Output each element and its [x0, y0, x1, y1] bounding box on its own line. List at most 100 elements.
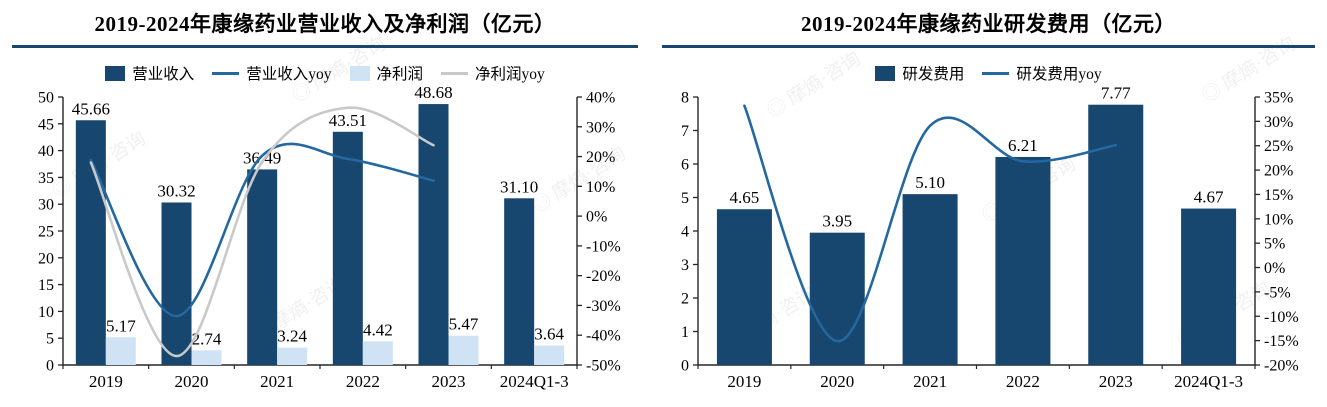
- rnd-expense-value-label: 5.10: [915, 173, 945, 192]
- chart-panel-rnd-expense: 2019-2024年康缘药业研发费用（亿元） 研发费用 研发费用yoy 0 1 2 3 4…: [650, 6, 1327, 400]
- net-profit-value-label: 4.42: [363, 320, 393, 339]
- net-profit-yoy-legend-label: 净利润yoy: [475, 66, 545, 83]
- title-underline: [12, 45, 638, 48]
- category-label: 2022: [1006, 372, 1040, 391]
- category-label: 2019: [89, 372, 123, 391]
- right-axis-tick-label: 0%: [1264, 260, 1285, 277]
- left-axis-tick-label: 20: [38, 250, 54, 267]
- revenue-bar: [161, 202, 192, 365]
- revenue-yoy-legend-chip: [212, 71, 240, 75]
- left-axis-tick-label: 50: [38, 90, 54, 107]
- revenue-value-label: 30.32: [157, 181, 195, 200]
- right-axis-tick-label: -20%: [1264, 358, 1299, 375]
- legend-item-rnd-expense: 研发费用: [875, 62, 964, 84]
- category-label: 2021: [260, 372, 294, 391]
- revenue-value-label: 36.49: [243, 148, 281, 167]
- right-axis-tick-label: 35%: [1264, 90, 1293, 107]
- left-axis-tick-label: 10: [38, 304, 54, 321]
- legend-item-net-profit: 净利润: [349, 62, 424, 84]
- rnd-expense-bar: [1181, 208, 1237, 365]
- right-axis-tick-label: -5%: [1264, 284, 1291, 301]
- right-axis-tick-label: 20%: [1264, 163, 1293, 180]
- category-label: 2020: [175, 372, 209, 391]
- right-axis-tick-label: -15%: [1264, 333, 1299, 350]
- category-label: 2019: [727, 372, 761, 391]
- net-profit-bar: [448, 335, 479, 365]
- right-axis-tick-label: 20%: [586, 149, 615, 166]
- category-label: 2022: [346, 372, 380, 391]
- net-profit-value-label: 2.74: [192, 329, 222, 348]
- net-profit-value-label: 5.17: [106, 316, 136, 335]
- revenue-yoy-line: [89, 142, 435, 318]
- rnd-expense-value-label: 4.65: [730, 188, 760, 207]
- right-axis-tick-label: 15%: [1264, 187, 1293, 204]
- net-profit-value-label: 3.24: [277, 327, 307, 346]
- category-label: 2023: [1099, 372, 1133, 391]
- right-axis-tick-label: 25%: [1264, 138, 1293, 155]
- legend-item-rnd-expense-yoy: 研发费用yoy: [982, 62, 1102, 84]
- legend-item-revenue: 营业收入: [105, 62, 194, 84]
- net-profit-value-label: 3.64: [534, 324, 564, 343]
- net-profit-bar: [105, 337, 136, 365]
- net-profit-yoy-line: [89, 106, 435, 358]
- category-label: 2021: [913, 372, 947, 391]
- net-profit-legend-chip: [349, 65, 370, 81]
- category-label: 2024Q1-3: [500, 372, 569, 391]
- revenue-bar: [247, 169, 278, 365]
- right-axis-tick-label: 10%: [1264, 211, 1293, 228]
- rnd-expense-bar: [902, 194, 958, 365]
- revenue-legend-label: 营业收入: [132, 66, 195, 83]
- legend-item-revenue-yoy: 营业收入yoy: [212, 62, 332, 84]
- chart-title-revenue-profit: 2019-2024年康缘药业营业收入及净利润（亿元）: [94, 12, 556, 36]
- right-axis-tick-label: -20%: [586, 268, 621, 285]
- right-axis-tick-label: -40%: [586, 328, 621, 345]
- right-axis-tick-label: 30%: [586, 119, 615, 136]
- category-label: 2020: [820, 372, 854, 391]
- revenue-bar: [418, 104, 449, 365]
- legend-item-net-profit-yoy: 净利润yoy: [441, 62, 545, 84]
- left-axis-tick-label: 8: [681, 90, 689, 107]
- left-axis-tick-label: 30: [38, 197, 54, 214]
- left-axis-tick-label: 45: [38, 116, 54, 133]
- left-axis-tick-label: 35: [38, 170, 54, 187]
- net-profit-value-label: 5.47: [449, 315, 479, 334]
- rnd-expense-value-label: 7.77: [1101, 85, 1131, 103]
- left-axis-tick-label: 2: [681, 291, 689, 308]
- rnd-expense-yoy-legend-label: 研发费用yoy: [1016, 66, 1102, 83]
- left-axis-tick-label: 5: [46, 331, 54, 348]
- legend-rnd-expense: 研发费用 研发费用yoy: [650, 61, 1327, 85]
- rnd-expense-value-label: 4.67: [1194, 188, 1224, 207]
- left-axis-tick-label: 25: [38, 224, 54, 241]
- left-axis-tick-label: 6: [681, 157, 689, 174]
- rnd-expense-bar: [716, 209, 772, 365]
- category-label: 2023: [432, 372, 466, 391]
- revenue-value-label: 43.51: [329, 111, 367, 130]
- right-axis-tick-label: -10%: [1264, 309, 1299, 326]
- revenue-legend-chip: [105, 65, 126, 81]
- right-axis-tick-label: 40%: [586, 90, 615, 107]
- chart-panel-revenue-profit: 2019-2024年康缘药业营业收入及净利润（亿元） 营业收入 营业收入yoy 净利…: [0, 6, 650, 400]
- net-profit-bar: [191, 350, 222, 365]
- revenue-bar: [504, 198, 535, 365]
- revenue-value-label: 48.68: [414, 85, 452, 102]
- left-axis-tick-label: 5: [681, 190, 689, 207]
- left-axis-tick-label: 40: [38, 143, 54, 160]
- net-profit-legend-label: 净利润: [376, 66, 424, 83]
- right-axis-tick-label: 10%: [586, 179, 615, 196]
- rnd-expense-yoy-legend-chip: [982, 71, 1010, 75]
- rnd-expense-legend-chip: [875, 65, 896, 81]
- right-axis-tick-label: 5%: [1264, 236, 1285, 253]
- rnd-expense-value-label: 3.95: [822, 212, 852, 231]
- revenue-bar: [332, 131, 363, 365]
- rnd-expense-bar: [809, 232, 865, 365]
- left-axis-tick-label: 0: [46, 358, 54, 375]
- net-profit-yoy-legend-chip: [441, 71, 469, 75]
- right-axis-tick-label: 0%: [586, 209, 607, 226]
- right-axis-tick-label: -30%: [586, 298, 621, 315]
- rnd-expense-chart: 0 1 2 3 4 5 6 7 8 -20% -15% -10% -5% 0% 5% 10% 15% 20% 25%…: [681, 85, 1299, 391]
- left-axis-tick-label: 1: [681, 324, 689, 341]
- left-axis-tick-label: 7: [681, 123, 689, 140]
- revenue-yoy-legend-label: 营业收入yoy: [246, 66, 332, 83]
